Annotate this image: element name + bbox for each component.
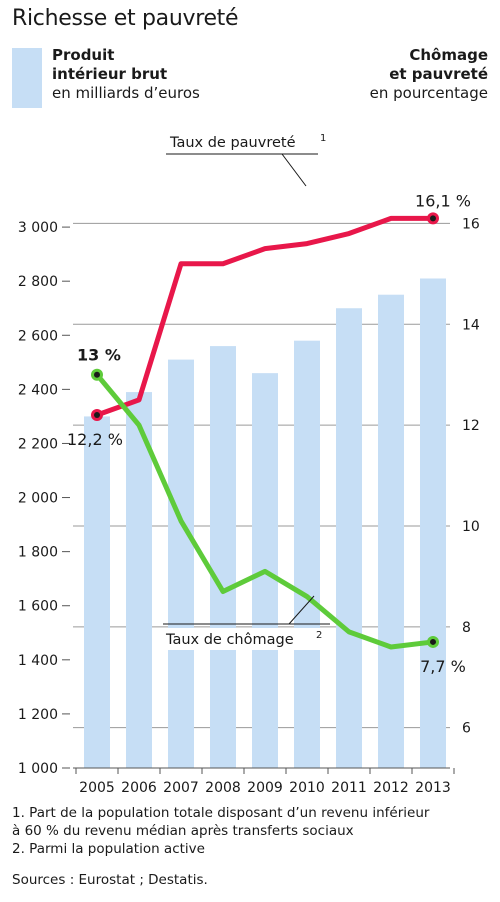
- tick-label-right: 8: [462, 620, 471, 636]
- bar-gdp-2008: [210, 346, 236, 768]
- footnotes: 1. Part de la population totale disposan…: [12, 804, 492, 858]
- marker-inner: [430, 215, 436, 222]
- tick-label-left: 1 000: [18, 761, 58, 777]
- tick-label-right: 14: [462, 317, 480, 333]
- tick-label-right: 6: [462, 721, 471, 737]
- tick-label-left: 1 400: [18, 653, 58, 669]
- line-unemployment: [94, 372, 436, 650]
- legend-gdp-swatch: [12, 48, 42, 108]
- label-poverty-end: 16,1 %: [415, 191, 471, 210]
- tick-label-x-2008: 2008: [205, 780, 241, 796]
- chart-plot: 1 000 1 200 1 400 1 600 1 800 2 000 2 200 2 400…: [18, 131, 480, 796]
- tick-label-x-2007: 2007: [163, 780, 199, 796]
- footnote-2: 2. Parmi la population active: [12, 841, 205, 857]
- tick-label-left: 1 800: [18, 545, 58, 561]
- tick-label-x-2013: 2013: [415, 780, 451, 796]
- legend-gdp-line2: intérieur brut: [52, 65, 168, 83]
- tick-label-left: 1 200: [18, 707, 58, 723]
- marker-inner: [94, 371, 100, 378]
- marker-inner: [94, 412, 100, 419]
- tick-label-x-2009: 2009: [247, 780, 283, 796]
- bar-gdp-2007: [168, 359, 194, 768]
- tick-label-left: 2 600: [18, 328, 58, 344]
- bar-gdp-2006: [126, 392, 152, 768]
- legend-gdp-line1: Produit: [52, 46, 115, 64]
- tick-label-left: 2 200: [18, 436, 58, 452]
- footnote-1b: à 60 % du revenu médian après transferts…: [12, 823, 354, 839]
- legend-rates: Chômage et pauvreté en pourcentage: [288, 46, 488, 103]
- legend-gdp-text: Produit intérieur brut en milliards d’eu…: [52, 46, 200, 103]
- callout-poverty-superscript: 1: [320, 133, 326, 144]
- sources: Sources : Eurostat ; Destatis.: [12, 872, 208, 888]
- bar-gdp-2005: [84, 416, 110, 768]
- tick-label-left: 2 800: [18, 274, 58, 290]
- callout-unemployment-label: Taux de chômage: [165, 632, 294, 648]
- callout-poverty-leader: [281, 153, 307, 187]
- marker-inner: [430, 638, 436, 645]
- line-poverty: [94, 215, 436, 418]
- tick-label-left: 1 600: [18, 599, 58, 615]
- tick-label-x-2006: 2006: [121, 780, 157, 796]
- callout-unemployment-leader: [288, 595, 315, 625]
- tick-label-x-2005: 2005: [79, 780, 115, 796]
- callout-poverty-label: Taux de pauvreté: [169, 135, 296, 151]
- legend-gdp-line3: en milliards d’euros: [52, 84, 200, 102]
- footnote-1a: 1. Part de la population totale disposan…: [12, 805, 430, 821]
- tick-label-x-2012: 2012: [373, 780, 409, 796]
- label-poverty-start: 12,2 %: [67, 430, 123, 449]
- callout-unemployment-bg: [163, 628, 329, 650]
- callout-poverty-bg: [166, 131, 324, 153]
- bar-gdp-2010: [294, 340, 320, 768]
- tick-label-right: 12: [462, 418, 480, 434]
- callout-unemployment-superscript: 2: [316, 630, 322, 641]
- tick-label-left: 2 000: [18, 491, 58, 507]
- legend-rates-line1: Chômage: [409, 46, 488, 64]
- tick-label-left: 3 000: [18, 220, 58, 236]
- legend-rates-line2: et pauvreté: [389, 65, 488, 83]
- tick-label-right: 16: [462, 216, 480, 232]
- bar-gdp-2013: [420, 278, 446, 768]
- tick-label-x-2011: 2011: [331, 780, 367, 796]
- bar-gdp-2012: [378, 294, 404, 768]
- legend-rates-line3: en pourcentage: [369, 84, 488, 102]
- legend-gdp: Produit intérieur brut en milliards d’eu…: [12, 46, 272, 108]
- tick-label-x-2010: 2010: [289, 780, 325, 796]
- chart-title: Richesse et pauvreté: [12, 6, 239, 31]
- label-unemployment-start: 13 %: [77, 346, 121, 365]
- tick-label-left: 2 400: [18, 382, 58, 398]
- bar-gdp-2011: [336, 308, 362, 768]
- label-unemployment-end: 7,7 %: [420, 657, 466, 676]
- tick-label-right: 10: [462, 519, 480, 535]
